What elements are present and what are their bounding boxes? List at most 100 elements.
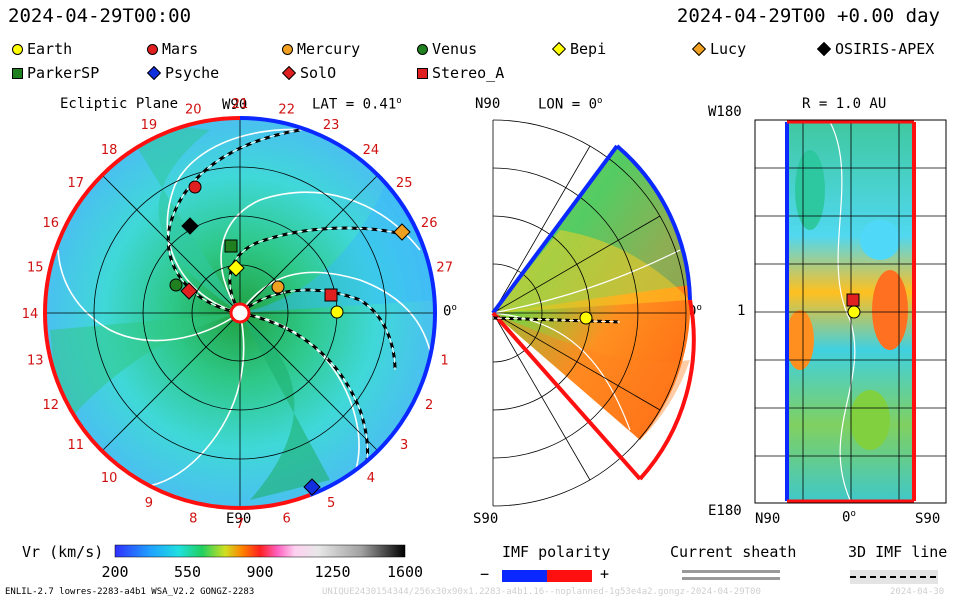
colorbar-tick-label: 200	[101, 563, 128, 581]
longitude-tick-label: 5	[327, 496, 335, 511]
longitude-tick-label: 17	[68, 176, 85, 191]
lucy-marker-icon	[393, 223, 411, 241]
legend-item-psyche: Psyche	[146, 64, 220, 82]
longitude-tick-label: 26	[421, 216, 438, 231]
panel2-top-label: N90	[475, 96, 501, 112]
panel1-right-label: 0o	[443, 303, 457, 320]
longitude-tick-label: 4	[367, 471, 375, 486]
longitude-tick-label: 24	[363, 143, 380, 158]
imf-3d-line-sample	[850, 570, 938, 584]
imf-plus-label: +	[600, 565, 610, 583]
legend-label: ParkerSP	[27, 64, 100, 82]
longitude-tick-label: 2	[425, 398, 433, 413]
datetime-left: 2024-04-29T00:00	[8, 5, 192, 27]
circle-marker-icon	[282, 43, 293, 55]
stereo-a-marker-icon	[324, 288, 338, 302]
ecliptic-disc	[42, 116, 438, 510]
footer-date: 2024-04-30	[890, 587, 945, 597]
legend-item-solo: SolO	[281, 64, 337, 82]
longitude-tick-label: 15	[27, 260, 44, 275]
stereo-a-marker-icon	[846, 293, 860, 307]
panel2-bottom-label: S90	[473, 511, 499, 527]
current-sheath-sample	[682, 570, 780, 580]
panel3-top-left: W180	[708, 104, 742, 120]
psyche-marker-icon	[303, 478, 321, 496]
longitude-tick-label: 23	[323, 118, 340, 133]
longitude-tick-label: 22	[278, 102, 295, 117]
earth-marker-icon	[330, 305, 344, 319]
panel1-title: Ecliptic Plane	[60, 96, 179, 112]
meridional-wedge	[491, 119, 696, 507]
panel3-bottom-left: E180	[708, 503, 742, 519]
legend-label: Bepi	[570, 40, 607, 58]
earth-marker-icon	[847, 305, 861, 319]
longitude-tick-label: 1	[441, 354, 449, 369]
longitude-tick-label: 11	[68, 438, 85, 453]
mercury-marker-icon	[271, 280, 285, 294]
colorbar-tick-label: 900	[246, 563, 273, 581]
square-marker-icon	[12, 67, 23, 79]
legend-item-osiris-apex: OSIRIS-APEX	[816, 40, 935, 58]
colorbar-tick-label: 550	[174, 563, 201, 581]
longitude-tick-label: 10	[101, 471, 118, 486]
legend-label: Psyche	[165, 64, 220, 82]
legend-label: Venus	[432, 40, 478, 58]
longitude-tick-label: 7	[236, 517, 244, 532]
colorbar	[114, 544, 406, 558]
legend-item-mercury: Mercury	[282, 40, 360, 58]
longitude-tick-label: 12	[43, 398, 60, 413]
bepi-marker-icon	[227, 259, 245, 277]
legend-label: Mercury	[297, 40, 361, 58]
legend-label: SolO	[300, 64, 337, 82]
longitude-tick-label: 20	[185, 102, 202, 117]
panel3-mid-left: 1	[737, 303, 746, 319]
earth-marker-icon	[579, 311, 593, 325]
legend-row-2: ParkerSP Psyche SolO Stereo_A	[12, 64, 952, 82]
legend-item-earth: Earth	[12, 40, 72, 58]
legend-item-parkersp: ParkerSP	[12, 64, 99, 82]
colorbar-label: Vr (km/s)	[22, 543, 104, 561]
legend-label: Mars	[162, 40, 199, 58]
longitude-tick-label: 14	[22, 307, 39, 322]
current-sheath-title: Current sheath	[670, 543, 797, 561]
square-marker-icon	[417, 67, 428, 79]
datetime-right: 2024-04-29T00 +0.00 day	[676, 5, 940, 27]
footer-run-id: UNIQUE2430154344/256x30x90x1.2283-a4b1.1…	[322, 587, 761, 597]
colorbar-tick-label: 1600	[387, 563, 423, 581]
longitude-tick-label: 9	[145, 496, 153, 511]
longitude-tick-label: 27	[436, 260, 453, 275]
longitude-tick-label: 16	[43, 216, 60, 231]
legend-item-bepi: Bepi	[551, 40, 607, 58]
longitude-tick-label: 6	[283, 512, 291, 527]
legend-row-1: Earth Mars Mercury Venus Bepi Lucy OSIRIS-APEX	[12, 40, 952, 58]
circle-marker-icon	[147, 43, 158, 55]
panel1-lat: LAT = 0.41o	[312, 96, 402, 113]
mars-marker-icon	[188, 180, 202, 194]
panel1-top-label: W90	[222, 97, 248, 113]
panel2-title: LON = 0o	[538, 96, 603, 113]
longitude-tick-label: 25	[396, 176, 413, 191]
venus-marker-icon	[169, 278, 183, 292]
imf-polarity-title: IMF polarity	[502, 543, 611, 561]
legend-label: Stereo_A	[432, 64, 505, 82]
panel3-x-mid: 0o	[842, 509, 856, 526]
panel1-bottom-label: E90	[226, 511, 252, 527]
colorbar-tick-label: 1250	[314, 563, 350, 581]
longitude-tick-label: 8	[189, 512, 197, 527]
solo-marker-icon	[180, 282, 198, 300]
legend-item-venus: Venus	[417, 40, 477, 58]
legend-label: Lucy	[710, 40, 747, 58]
longitude-tick-label: 19	[141, 118, 158, 133]
legend-item-mars: Mars	[147, 40, 198, 58]
circle-marker-icon	[417, 43, 428, 55]
legend-item-stereo-a: Stereo_A	[417, 64, 504, 82]
legend-item-lucy: Lucy	[691, 40, 747, 58]
imf-minus-label: −	[480, 565, 490, 583]
imf-polarity-bar	[502, 570, 592, 582]
legend-label: OSIRIS-APEX	[835, 40, 935, 58]
longitude-tick-label: 3	[400, 438, 408, 453]
circle-marker-icon	[12, 43, 23, 55]
imf-3d-line-title: 3D IMF line	[848, 543, 948, 561]
footer-model-info: ENLIL-2.7 lowres-2283-a4b1 WSA_V2.2 GONG…	[5, 587, 255, 597]
